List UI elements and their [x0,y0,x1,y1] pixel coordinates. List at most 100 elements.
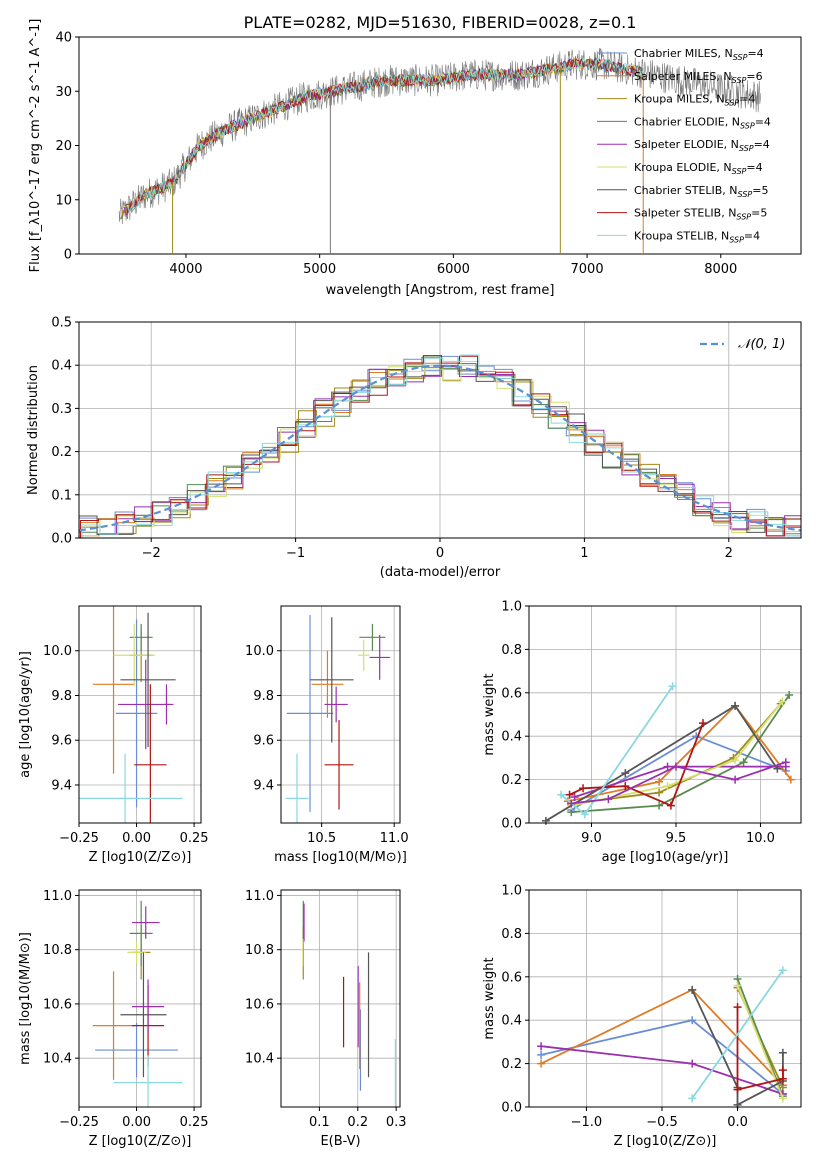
legend-label-1: Salpeter MILES, NSSP=6 [634,70,763,85]
weight_vs_age-marker-1-1 [655,777,664,786]
spectrum-ytick-label-1: 10 [55,193,72,208]
age_vs_mass-ytick-label-3: 10.0 [245,644,274,659]
weight_vs_age-line-1 [567,704,792,803]
spectrum-ytick-label-4: 40 [55,31,72,46]
weight_vs_age-marker-9-3 [731,775,740,784]
spectrum-ytick-label-3: 30 [55,85,72,100]
age_vs_Z-point-6 [120,612,176,747]
mass_vs_Z-xtick-label-1: 0.00 [122,1115,151,1130]
residuals-ytick-label-3: 0.3 [51,402,72,417]
age_vs_Z-xtick-label-0: −0.25 [59,831,99,846]
age_vs_Z-xlabel: Z [log10(Z/Z⊙)] [89,850,192,865]
weight_vs_age-marker-6-1 [621,769,630,778]
weight_vs_age-marker-6-3 [773,764,782,773]
weight_vs_Z-marker-7-2 [778,1074,787,1083]
age_vs_Z-point-0 [115,619,158,808]
age_vs_mass-ytick-label-0: 9.4 [253,778,274,793]
legend-label-4: Salpeter ELODIE, NSSP=4 [634,138,770,153]
mass_vs_Z-point-1 [92,971,135,1080]
weight_vs_Z-ytick-label-2: 0.4 [501,1014,522,1029]
spectrum-xtick-label-4: 8000 [704,262,737,277]
weight_vs_Z-marker-0-1 [688,1016,697,1025]
residual-hist-7 [79,355,801,538]
weight_vs_age-line-5 [571,700,784,807]
age_vs_Z-ytick-label-1: 9.6 [51,734,72,749]
weight_vs_Z-xtick-label-2: 0.0 [727,1115,748,1130]
weight_vs_Z-line-8 [691,969,784,1099]
mass_vs_EBV-ytick-label-0: 10.4 [245,1052,274,1067]
weight_vs_age-ytick-label-4: 0.8 [501,643,522,658]
weight_vs_Z-marker-7-1 [733,1085,742,1094]
weight_vs_age-marker-3-3 [785,690,794,699]
residual-hist-5 [81,360,801,538]
age_vs_Z-xtick-label-2: 0.25 [180,831,209,846]
residual-hist-4 [79,366,801,538]
age_vs_mass-ytick-label-1: 9.6 [253,734,274,749]
weight_vs_Z-marker-6-0 [688,985,697,994]
legend-label-6: Chabrier STELIB, NSSP=5 [634,184,768,199]
weight_vs_age-xtick-label-1: 9.5 [666,831,687,846]
weight_vs_age-marker-7-3 [666,801,675,810]
weight_vs_age-ytick-label-1: 0.2 [501,773,522,788]
weight_vs_age-marker-3-1 [655,801,664,810]
weight_vs_age-ytick-label-3: 0.6 [501,686,522,701]
age_vs_mass-frame: 10.5 11.0 9.4 9.6 9.8 10.0 [245,605,409,846]
spectrum-xtick-label-1: 5000 [303,262,336,277]
residuals-ylabel: Normed distribution [26,365,41,495]
legend-label-3: Chabrier ELODIE, NSSP=4 [634,115,771,130]
residual-hist-8 [81,354,801,538]
weight_vs_age-ytick-label-0: 0.0 [501,817,522,832]
weight_vs_Z-xlabel: Z [log10(Z/Z⊙)] [614,1134,717,1149]
weight_vs_Z-marker-7-0 [733,1003,742,1012]
residuals-ytick-label-5: 0.5 [51,316,72,331]
weight_vs_Z-marker-4-1 [688,1059,697,1068]
weight_vs_Z-marker-8-1 [778,966,787,975]
age_vs_mass-point-3 [359,623,386,651]
age_vs_Z-point-9 [164,684,169,725]
age_vs_mass-points [285,614,390,823]
weight_vs_age-lines [541,682,795,825]
mass_vs_Z-ytick-label-3: 11.0 [43,889,72,904]
weight_vs_Z-marker-0-0 [537,1050,546,1059]
weight_vs_Z-xtick-label-0: −1.0 [571,1115,603,1130]
mass_vs_EBV-xlabel: E(B-V) [320,1134,360,1149]
age_vs_mass-ytick-label-2: 9.8 [253,689,274,704]
weight_vs_age-marker-8-1 [580,810,589,819]
weight_vs_age-marker-9-2 [671,762,680,771]
age_vs_Z-point-5 [113,623,155,687]
spectrum-title: PLATE=0282, MJD=51630, FIBERID=0028, z=0… [244,13,637,32]
weight_vs_Z-marker-5-1 [778,1094,787,1103]
mass_vs_Z-points [92,900,183,1107]
residuals-ytick-label-2: 0.2 [51,445,72,460]
age_vs_Z-point-7 [134,684,167,823]
age_vs_mass-xtick-label-1: 11.0 [380,831,409,846]
mass_vs_Z-ytick-label-2: 10.8 [43,943,72,958]
age_vs_mass-point-4 [357,639,370,671]
age_vs_mass-point-1 [311,650,344,718]
weight_vs_age-marker-5-2 [731,756,740,765]
mass_vs_Z-point-9 [131,979,165,1034]
weight_vs_age-marker-4-0 [570,792,579,801]
age_vs_Z-point-3 [129,623,153,651]
mass_vs_Z-point-6 [120,952,167,1078]
weight_vs_Z-xtick-label-1: −0.5 [646,1115,678,1130]
gaussian-curve [78,364,802,532]
weight_vs_age-marker-7-0 [565,790,574,799]
residual-histograms [79,354,801,538]
age_vs_Z-ylabel: age [log10(age/yr)] [18,651,33,778]
age_vs_Z-ytick-label-2: 9.8 [51,689,72,704]
weight_vs_age-marker-7-1 [579,784,588,793]
weight_vs_age-ytick-label-5: 1.0 [501,600,522,615]
weight_vs_Z-ytick-label-3: 0.6 [501,970,522,985]
weight_vs_Z-ytick-label-1: 0.2 [501,1057,522,1072]
weight_vs_Z-marker-6-4 [778,1048,787,1057]
age_vs_Z-point-1 [92,606,135,774]
weight_vs_age-marker-8-0 [557,790,566,799]
weight_vs_age-xtick-label-2: 10.0 [746,831,775,846]
legend-label-2: Kroupa MILES, NSSP=4 [634,93,755,108]
mass_vs_EBV-ytick-label-2: 10.8 [245,943,274,958]
weight_vs_age-xtick-label-0: 9.0 [581,831,602,846]
weight_vs_Z-ytick-label-4: 0.8 [501,927,522,942]
weight_vs_age-marker-6-0 [541,816,550,825]
spectrum-ytick-label-2: 20 [55,139,72,154]
